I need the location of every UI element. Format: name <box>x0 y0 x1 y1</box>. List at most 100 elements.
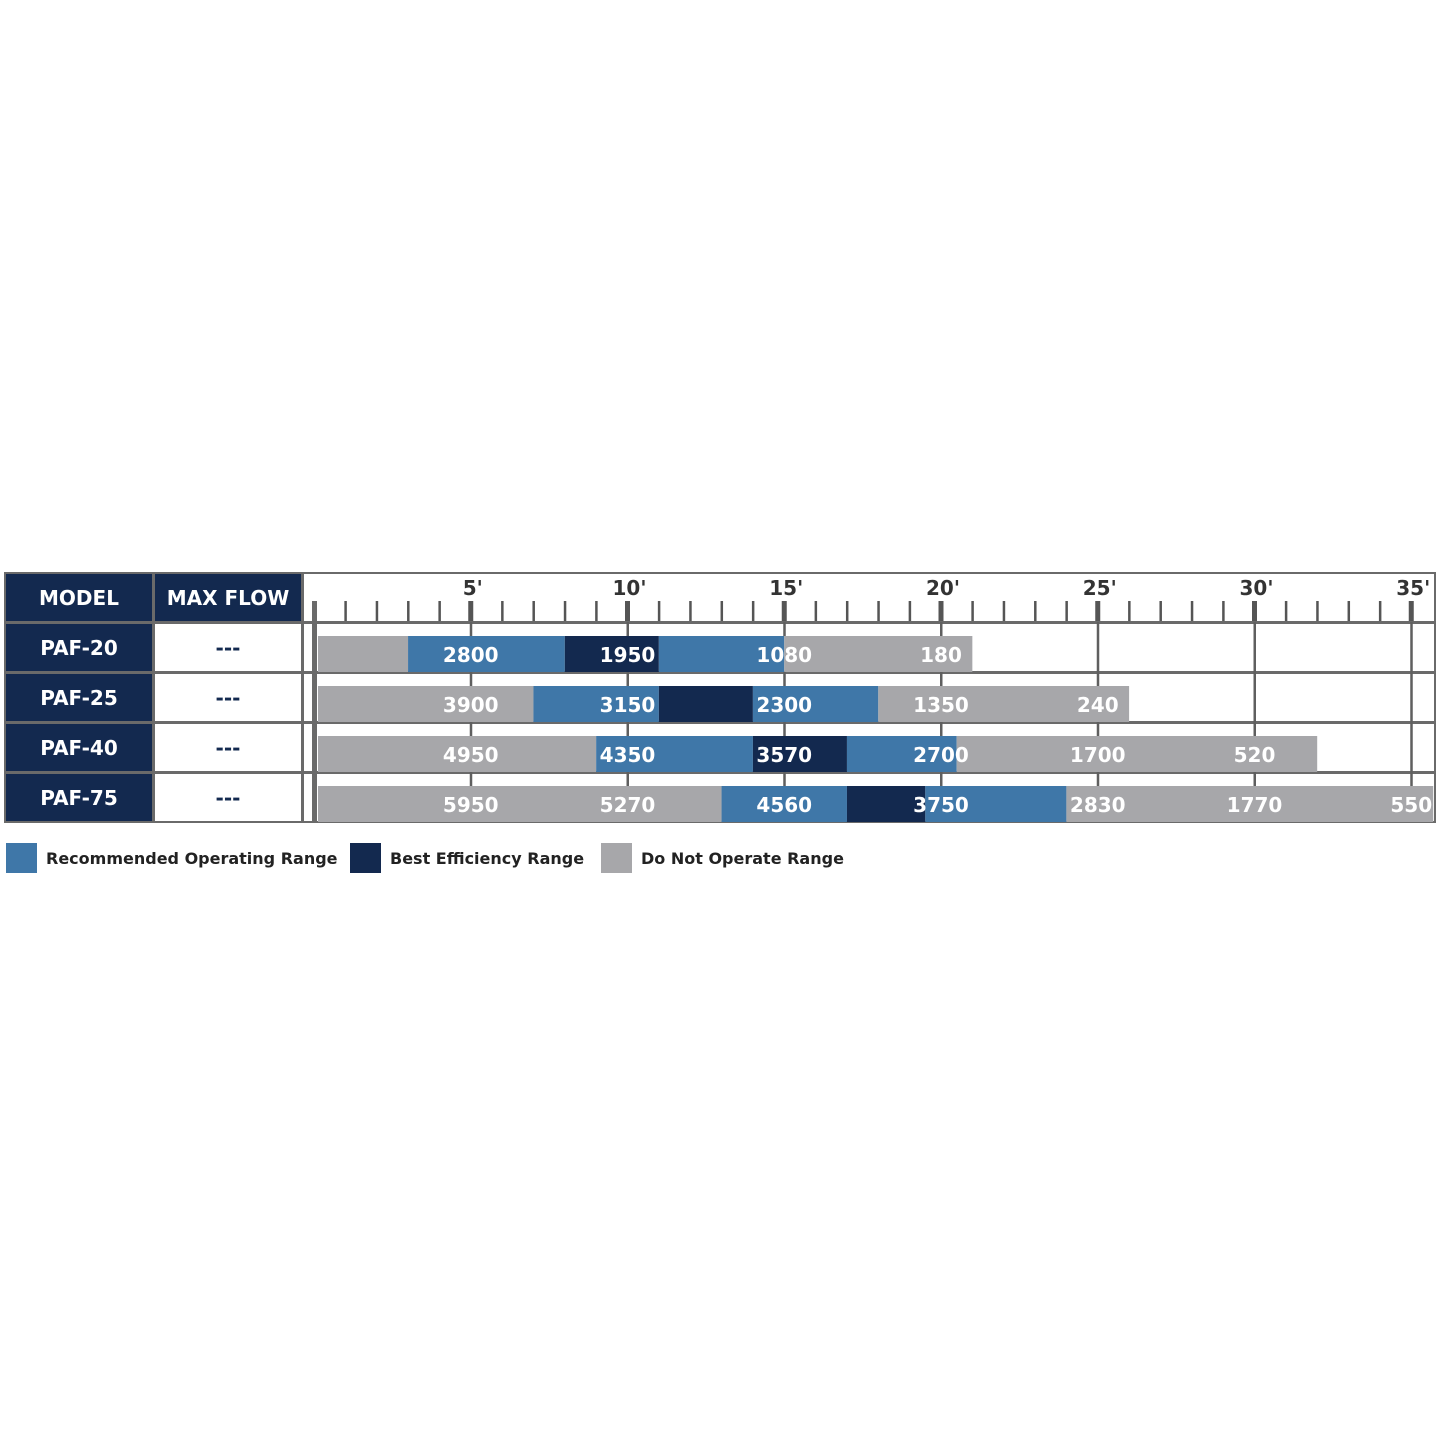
column-divider <box>152 573 155 822</box>
data-label: 4950 <box>443 743 499 767</box>
minor-tick <box>1347 601 1351 621</box>
bar-segment-do_not <box>956 736 1318 772</box>
legend-label: Recommended Operating Range <box>46 848 338 868</box>
minor-tick <box>375 601 379 621</box>
x-tick-label: 25' <box>1083 576 1117 600</box>
data-label: 3570 <box>756 743 812 767</box>
data-label: 2300 <box>756 693 812 717</box>
legend-label: Do Not Operate Range <box>641 848 844 868</box>
data-label: 3900 <box>443 693 499 717</box>
bar-segment-recommended <box>721 786 847 822</box>
header-max-flow: MAX FLOW <box>155 574 301 622</box>
gridline <box>783 622 786 636</box>
major-tick <box>625 601 630 621</box>
gridline <box>940 722 943 736</box>
minor-tick <box>438 601 441 621</box>
major-tick <box>938 601 944 621</box>
gridline <box>940 672 943 686</box>
data-label: 1080 <box>756 643 812 667</box>
minor-tick <box>657 601 661 621</box>
minor-tick <box>1002 601 1006 621</box>
gridline <box>469 722 473 736</box>
gridline <box>1253 672 1256 686</box>
bar-segment-do_not <box>318 636 409 672</box>
max-flow-cell: --- <box>155 674 301 721</box>
gridline <box>1410 722 1413 736</box>
model-cell: PAF-25 <box>6 674 152 721</box>
legend-best: Best Efficiency Range <box>350 843 584 873</box>
bar-segment-recommended <box>408 636 565 672</box>
gridline <box>940 622 943 636</box>
gridline <box>626 722 629 736</box>
minor-tick <box>1065 601 1068 621</box>
x-tick-label: 20' <box>926 576 960 600</box>
gridline <box>1096 672 1100 686</box>
gridline <box>626 772 629 786</box>
data-label: 1700 <box>1070 743 1126 767</box>
x-tick-label: 5' <box>463 576 483 600</box>
data-label: 5950 <box>443 793 499 817</box>
x-tick-label: 35' <box>1396 576 1430 600</box>
x-tick-label: 30' <box>1240 576 1274 600</box>
minor-tick <box>563 601 567 621</box>
gridline <box>1410 736 1413 772</box>
gridline <box>1096 772 1100 786</box>
bar-segment-best <box>752 736 847 772</box>
gridline <box>469 622 473 636</box>
gridline <box>1410 636 1413 672</box>
data-label: 1770 <box>1227 793 1283 817</box>
bar-segment-recommended <box>596 736 753 772</box>
gridline <box>1096 622 1100 636</box>
data-label: 1950 <box>600 643 656 667</box>
legend-do-not-operate: Do Not Operate Range <box>601 843 844 873</box>
minor-tick <box>1222 601 1225 621</box>
model-cell: PAF-20 <box>6 624 152 671</box>
y-axis-line <box>312 601 317 822</box>
minor-tick <box>720 601 724 621</box>
max-flow-cell: --- <box>155 624 301 671</box>
column-divider <box>301 573 304 822</box>
header-model: MODEL <box>6 574 152 622</box>
major-tick <box>1095 601 1101 621</box>
minor-tick <box>1284 601 1288 621</box>
gridline <box>1410 772 1413 786</box>
gridline <box>1253 686 1256 722</box>
data-label: 3750 <box>913 793 969 817</box>
gridline <box>1253 772 1256 786</box>
major-tick <box>1252 601 1257 621</box>
bar-segment-recommended <box>533 686 659 722</box>
model-cell: PAF-75 <box>6 774 152 821</box>
major-tick <box>781 601 787 621</box>
major-tick <box>468 601 474 621</box>
minor-tick <box>1034 601 1037 621</box>
bar-segment-do_not <box>318 686 534 722</box>
gridline <box>940 772 943 786</box>
row-divider <box>5 621 1435 624</box>
bar-segment-best <box>846 786 926 822</box>
bar-segment-best <box>564 636 659 672</box>
data-label: 240 <box>1077 693 1119 717</box>
bar-segment-do_not <box>784 636 973 672</box>
minor-tick <box>407 601 410 621</box>
data-label: 180 <box>920 643 962 667</box>
data-label: 2700 <box>913 743 969 767</box>
gridline <box>1253 636 1256 672</box>
minor-tick <box>501 601 504 621</box>
gridline <box>1253 622 1256 636</box>
gridline <box>1096 722 1100 736</box>
minor-tick <box>1190 601 1194 621</box>
legend-swatch-recommended <box>6 843 37 873</box>
gridline <box>626 672 629 686</box>
bar-segment-recommended <box>925 786 1067 822</box>
data-label: 4560 <box>756 793 812 817</box>
minor-tick <box>1378 601 1382 621</box>
data-label: 520 <box>1234 743 1276 767</box>
minor-tick <box>877 601 880 621</box>
bar-segment-recommended <box>846 736 957 772</box>
model-cell: PAF-40 <box>6 724 152 771</box>
major-tick <box>1408 601 1414 621</box>
minor-tick <box>908 601 912 621</box>
row-divider <box>5 671 1435 674</box>
max-flow-cell: --- <box>155 724 301 771</box>
bar-segment-do_not <box>318 786 722 822</box>
